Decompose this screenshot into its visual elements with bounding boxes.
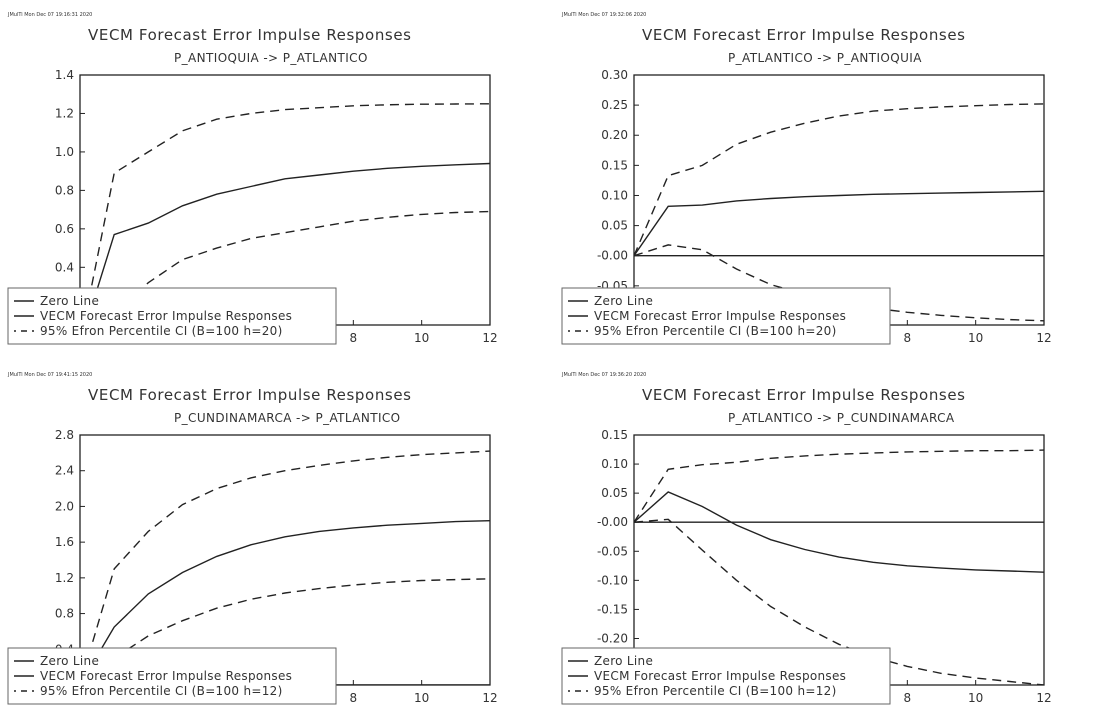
chart-panel-atlantico-to-antioquia: JMulTi Mon Dec 07 19:32:06 2020 VECM Fore… xyxy=(554,0,1107,359)
ci-bound-line xyxy=(80,578,490,685)
y-tick-label: -0.05 xyxy=(597,544,628,558)
impulse-response-line xyxy=(80,520,490,685)
series-group xyxy=(83,103,490,325)
y-tick-label: 0.10 xyxy=(601,457,628,471)
y-tick-label: -0.10 xyxy=(597,573,628,587)
impulse-response-line xyxy=(85,162,490,325)
x-tick-label: 10 xyxy=(414,691,429,705)
x-tick-label: 8 xyxy=(350,331,358,345)
timestamp-label: JMulTi Mon Dec 07 19:36:20 2020 xyxy=(561,372,646,378)
ci-bound-line xyxy=(80,450,490,685)
timestamp-label: JMulTi Mon Dec 07 19:32:06 2020 xyxy=(561,12,646,18)
legend-box xyxy=(7,647,337,705)
legend-box xyxy=(561,647,891,705)
x-tick-label: 10 xyxy=(414,331,429,345)
legend-box xyxy=(7,287,337,345)
y-tick-label: 0.20 xyxy=(601,128,628,142)
y-tick-label: 1.2 xyxy=(55,106,74,120)
y-tick-label: 0.15 xyxy=(601,158,628,172)
ci-bound-line xyxy=(100,210,490,325)
y-tick-label: -0.00 xyxy=(597,515,628,529)
chart-svg: JMulTi Mon Dec 07 19:41:15 2020 VECM Fore… xyxy=(7,372,498,705)
y-tick-label: 2.0 xyxy=(55,499,74,513)
y-tick-label: 0.05 xyxy=(601,219,628,233)
y-tick-label: 0.8 xyxy=(55,183,74,197)
chart-panel-cundinamarca-to-atlantico: JMulTi Mon Dec 07 19:41:15 2020 VECM Fore… xyxy=(0,360,553,719)
y-tick-label: -0.15 xyxy=(597,602,628,616)
y-tick-label: 2.4 xyxy=(55,464,74,478)
ci-bound-line xyxy=(83,103,490,325)
x-tick-label: 12 xyxy=(1036,691,1051,705)
x-tick-label: 8 xyxy=(904,691,912,705)
y-tick-label: 0.8 xyxy=(55,607,74,621)
y-tick-label: 0.4 xyxy=(55,260,74,274)
legend-label: 95% Efron Percentile CI (B=100 h=20) xyxy=(594,324,837,338)
legend-label: VECM Forecast Error Impulse Responses xyxy=(594,669,846,683)
impulse-response-line xyxy=(634,190,1044,257)
y-tick-label: 0.15 xyxy=(601,428,628,442)
chart-panel-antioquia-to-atlantico: JMulTi Mon Dec 07 19:16:31 2020 VECM Fore… xyxy=(0,0,553,359)
legend-label: 95% Efron Percentile CI (B=100 h=20) xyxy=(40,324,283,338)
chart-title: VECM Forecast Error Impulse Responses xyxy=(642,26,966,44)
chart-subtitle: P_ANTIOQUIA -> P_ATLANTICO xyxy=(174,51,368,65)
chart-panel-atlantico-to-cundinamarca: JMulTi Mon Dec 07 19:36:20 2020 VECM Fore… xyxy=(554,360,1107,719)
y-tick-label: 2.8 xyxy=(55,428,74,442)
ci-bound-line xyxy=(634,449,1044,523)
x-tick-label: 12 xyxy=(1036,331,1051,345)
y-tick-label: 1.2 xyxy=(55,571,74,585)
chart-subtitle: P_ATLANTICO -> P_ANTIOQUIA xyxy=(728,51,922,65)
chart-subtitle: P_ATLANTICO -> P_CUNDINAMARCA xyxy=(728,411,955,425)
legend-label: VECM Forecast Error Impulse Responses xyxy=(594,309,846,323)
chart-title: VECM Forecast Error Impulse Responses xyxy=(642,386,966,404)
timestamp-label: JMulTi Mon Dec 07 19:41:15 2020 xyxy=(7,372,92,378)
y-tick-label: 1.6 xyxy=(55,535,74,549)
legend-label: Zero Line xyxy=(594,294,653,308)
chart-subtitle: P_CUNDINAMARCA -> P_ATLANTICO xyxy=(174,411,401,425)
legend-label: Zero Line xyxy=(40,654,99,668)
series-group xyxy=(80,450,490,685)
y-tick-label: 0.30 xyxy=(601,68,628,82)
y-tick-label: 1.4 xyxy=(55,68,74,82)
chart-svg: JMulTi Mon Dec 07 19:32:06 2020 VECM Fore… xyxy=(561,12,1052,345)
y-tick-label: 0.6 xyxy=(55,222,74,236)
legend-label: VECM Forecast Error Impulse Responses xyxy=(40,669,292,683)
x-tick-label: 8 xyxy=(350,691,358,705)
chart-svg: JMulTi Mon Dec 07 19:16:31 2020 VECM Fore… xyxy=(7,12,498,345)
x-tick-label: 12 xyxy=(482,331,497,345)
y-tick-label: -0.20 xyxy=(597,631,628,645)
timestamp-label: JMulTi Mon Dec 07 19:16:31 2020 xyxy=(7,12,92,18)
y-tick-label: 0.25 xyxy=(601,98,628,112)
y-tick-label: -0.00 xyxy=(597,249,628,263)
chart-title: VECM Forecast Error Impulse Responses xyxy=(88,386,412,404)
chart-title: VECM Forecast Error Impulse Responses xyxy=(88,26,412,44)
x-tick-label: 12 xyxy=(482,691,497,705)
legend-label: 95% Efron Percentile CI (B=100 h=12) xyxy=(594,684,837,698)
impulse-response-line xyxy=(634,491,1044,573)
legend-label: VECM Forecast Error Impulse Responses xyxy=(40,309,292,323)
legend-box xyxy=(561,287,891,345)
ci-bound-line xyxy=(634,518,1044,685)
y-tick-label: 0.10 xyxy=(601,188,628,202)
series-group xyxy=(634,449,1044,685)
legend-label: 95% Efron Percentile CI (B=100 h=12) xyxy=(40,684,283,698)
y-tick-label: 0.05 xyxy=(601,486,628,500)
legend-label: Zero Line xyxy=(40,294,99,308)
x-tick-label: 8 xyxy=(904,331,912,345)
x-tick-label: 10 xyxy=(968,331,983,345)
chart-svg: JMulTi Mon Dec 07 19:36:20 2020 VECM Fore… xyxy=(561,372,1052,705)
legend-label: Zero Line xyxy=(594,654,653,668)
y-tick-label: 1.0 xyxy=(55,145,74,159)
ci-bound-line xyxy=(634,103,1044,256)
x-tick-label: 10 xyxy=(968,691,983,705)
